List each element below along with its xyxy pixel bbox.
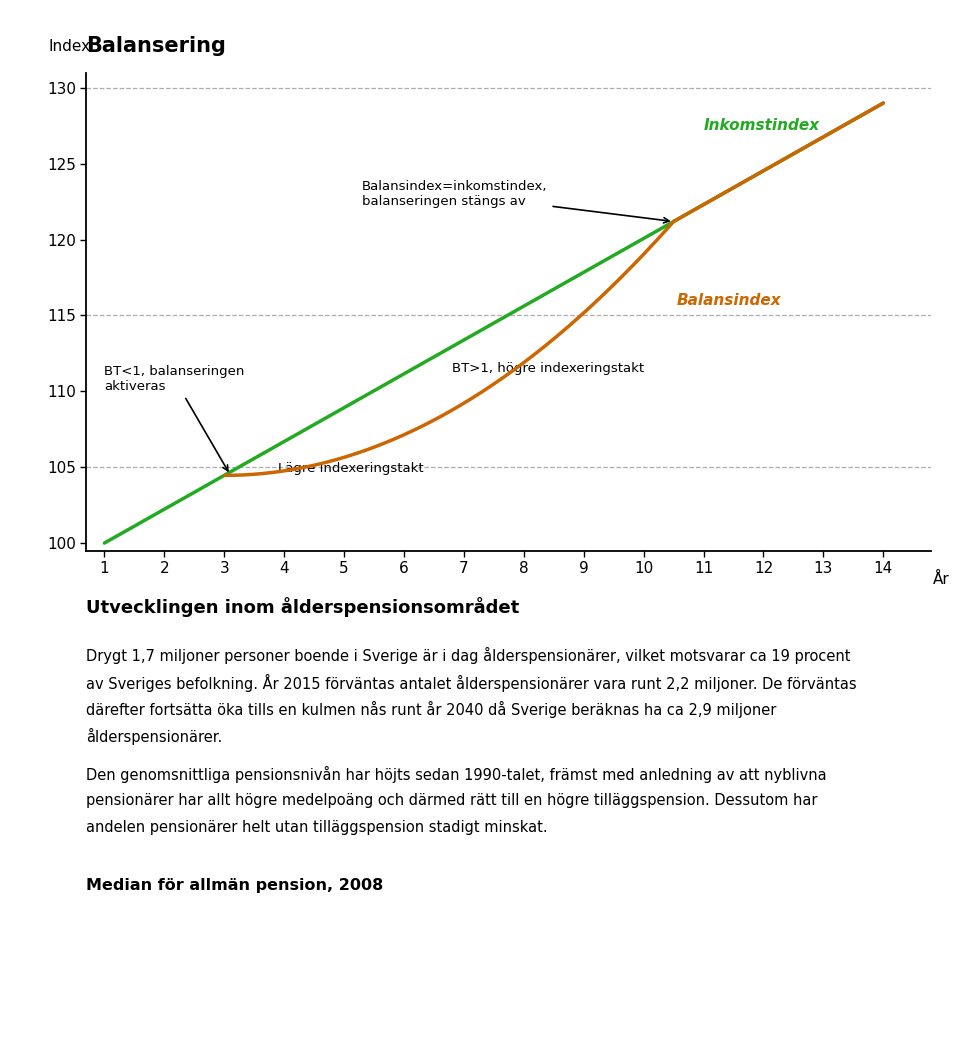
Text: BT<1, balanseringen
aktiveras: BT<1, balanseringen aktiveras bbox=[105, 366, 245, 471]
Text: BT>1, högre indexeringstakt: BT>1, högre indexeringstakt bbox=[452, 363, 644, 375]
Text: Balansering: Balansering bbox=[86, 36, 227, 56]
Text: därefter fortsätta öka tills en kulmen nås runt år 2040 då Sverige beräknas ha c: därefter fortsätta öka tills en kulmen n… bbox=[86, 701, 777, 718]
Text: Median för allmän pension, 2008: Median för allmän pension, 2008 bbox=[86, 878, 384, 893]
Text: Den genomsnittliga pensionsnivån har höjts sedan 1990-talet, främst med anlednin: Den genomsnittliga pensionsnivån har höj… bbox=[86, 766, 827, 782]
Text: Lägre indexeringstakt: Lägre indexeringstakt bbox=[278, 461, 423, 475]
Text: Balansindex=inkomstindex,
balanseringen stängs av: Balansindex=inkomstindex, balanseringen … bbox=[362, 180, 669, 223]
Text: andelen pensionärer helt utan tilläggspension stadigt minskat.: andelen pensionärer helt utan tilläggspe… bbox=[86, 820, 548, 834]
Text: av Sveriges befolkning. År 2015 förväntas antalet ålderspensionärer vara runt 2,: av Sveriges befolkning. År 2015 förvänta… bbox=[86, 674, 857, 692]
Text: ålderspensionärer.: ålderspensionärer. bbox=[86, 728, 223, 745]
Text: År: År bbox=[933, 572, 949, 587]
Text: pensionärer har allt högre medelpoäng och därmed rätt till en högre tilläggspens: pensionärer har allt högre medelpoäng oc… bbox=[86, 793, 818, 807]
Text: Balansindex: Balansindex bbox=[677, 293, 781, 308]
Text: Inkomstindex: Inkomstindex bbox=[704, 118, 820, 133]
Text: Utvecklingen inom ålderspensionsområdet: Utvecklingen inom ålderspensionsområdet bbox=[86, 597, 519, 617]
Text: Index: Index bbox=[48, 38, 90, 54]
Text: Drygt 1,7 miljoner personer boende i Sverige är i dag ålderspensionärer, vilket : Drygt 1,7 miljoner personer boende i Sve… bbox=[86, 647, 851, 664]
